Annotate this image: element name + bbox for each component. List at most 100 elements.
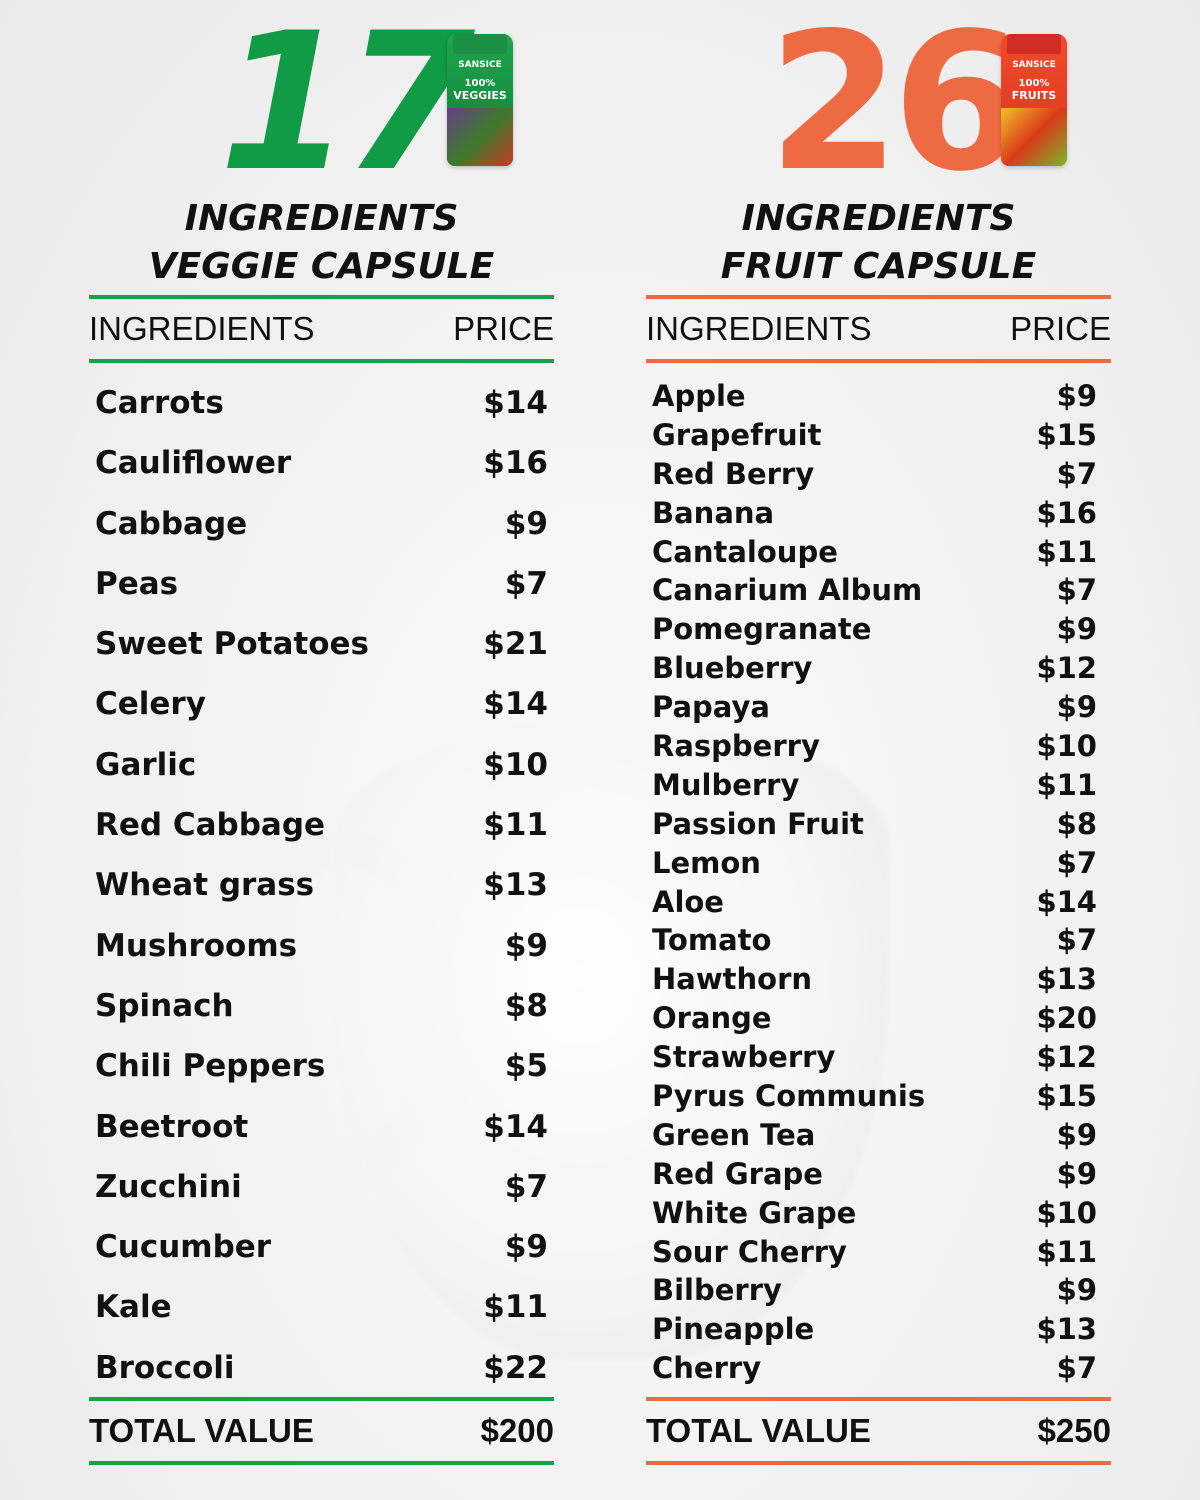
ingredient-price: $12 <box>1036 1040 1097 1075</box>
ingredient-price: $13 <box>1036 962 1097 997</box>
ingredient-price: $9 <box>504 927 548 964</box>
ingredient-row: Mulberry $11 <box>652 766 1105 805</box>
fruit-total-row: TOTAL VALUE $250 <box>646 1401 1111 1461</box>
ingredient-name: White Grape <box>652 1195 857 1230</box>
ingredient-price: $7 <box>1056 1351 1097 1386</box>
ingredient-price: $7 <box>504 1168 548 1205</box>
veggie-title-line2: VEGGIE CAPSULE <box>148 246 495 287</box>
ingredient-row: Passion Fruit $8 <box>652 805 1105 844</box>
ingredient-name: Zucchini <box>95 1168 242 1205</box>
ingredient-row: Red Berry $7 <box>652 455 1105 494</box>
ingredient-name: Blueberry <box>652 651 813 686</box>
ingredient-price: $21 <box>483 626 548 663</box>
ingredient-row: Canarium Album $7 <box>652 571 1105 610</box>
fruit-title-line2: FRUIT CAPSULE <box>720 246 1037 287</box>
ingredient-row: Garlic $10 <box>95 735 548 795</box>
ingredient-name: Cucumber <box>95 1229 272 1266</box>
total-label: TOTAL VALUE <box>646 1412 871 1449</box>
veggie-count: 17 <box>219 0 475 213</box>
bottle-artwork <box>447 108 513 166</box>
ingredient-name: Tomato <box>652 923 772 958</box>
bottle-percent: 100% <box>1018 78 1050 89</box>
veggie-ingredient-list: Carrots $14 Cauliflower $16 Cabbage $9 Peas $7 S… <box>89 363 554 1397</box>
ingredient-name: Pomegranate <box>652 612 872 647</box>
divider <box>89 1461 554 1465</box>
bottle-kind: VEGGIES <box>453 89 507 102</box>
fruit-column: 26 SANSICE 100% FRUITS INGREDIENTS FRUIT… <box>646 0 1111 1465</box>
ingredient-row: Papaya $9 <box>652 688 1105 727</box>
divider <box>89 1397 554 1401</box>
ingredient-price: $10 <box>1036 1195 1097 1230</box>
ingredient-row: Cantaloupe $11 <box>652 533 1105 572</box>
ingredient-price: $22 <box>483 1349 548 1386</box>
ingredient-price: $14 <box>1036 884 1097 919</box>
ingredient-row: Orange $20 <box>652 999 1105 1038</box>
ingredient-row: Pyrus Communis $15 <box>652 1077 1105 1116</box>
ingredient-price: $9 <box>1056 690 1097 725</box>
ingredient-price: $7 <box>1056 923 1097 958</box>
ingredient-name: Kale <box>95 1289 172 1326</box>
ingredient-row: Banana $16 <box>652 494 1105 533</box>
ingredient-name: Passion Fruit <box>652 806 864 841</box>
divider <box>646 1397 1111 1401</box>
divider <box>89 359 554 363</box>
ingredient-row: Celery $14 <box>95 674 548 734</box>
total-value: $200 <box>480 1412 554 1449</box>
ingredient-row: Peas $7 <box>95 554 548 614</box>
ingredient-price: $9 <box>1056 1117 1097 1152</box>
ingredient-price: $11 <box>1036 1234 1097 1269</box>
fruit-title-line1: INGREDIENTS <box>741 198 1016 239</box>
ingredient-row: Red Cabbage $11 <box>95 795 548 855</box>
ingredient-price: $11 <box>483 1289 548 1326</box>
bottle-brand: SANSICE <box>458 60 502 70</box>
ingredient-price: $12 <box>1036 651 1097 686</box>
ingredient-name: Carrots <box>95 385 224 421</box>
header-ingredients: INGREDIENTS <box>646 310 872 347</box>
ingredient-row: Carrots $14 <box>95 373 548 433</box>
ingredient-row: Raspberry $10 <box>652 727 1105 766</box>
ingredient-row: Beetroot $14 <box>95 1097 548 1157</box>
ingredient-row: Green Tea $9 <box>652 1116 1105 1155</box>
ingredient-name: Red Grape <box>652 1156 823 1191</box>
header-price: PRICE <box>1010 310 1111 347</box>
ingredient-row: Bilberry $9 <box>652 1271 1105 1310</box>
bottle-artwork <box>1001 108 1067 166</box>
total-value: $250 <box>1037 1412 1111 1449</box>
ingredient-price: $5 <box>504 1048 548 1085</box>
ingredient-price: $9 <box>504 1229 548 1266</box>
ingredient-price: $11 <box>483 807 548 844</box>
ingredient-price: $9 <box>504 505 548 542</box>
ingredient-price: $7 <box>1056 456 1097 491</box>
ingredient-row: Zucchini $7 <box>95 1157 548 1217</box>
total-label: TOTAL VALUE <box>89 1412 314 1449</box>
ingredient-price: $13 <box>483 867 548 904</box>
fruit-bottle-image: SANSICE 100% FRUITS <box>1001 34 1067 166</box>
fruit-ingredient-list: Apple $9 Grapefruit $15 Red Berry $7 Banana $16… <box>646 363 1111 1397</box>
veggie-title: INGREDIENTS VEGGIE CAPSULE <box>89 195 554 295</box>
ingredient-name: Banana <box>652 495 775 530</box>
ingredient-price: $16 <box>483 445 548 482</box>
divider <box>646 359 1111 363</box>
bottle-cap <box>1007 34 1061 54</box>
veggie-total-row: TOTAL VALUE $200 <box>89 1401 554 1461</box>
ingredient-name: Grapefruit <box>652 417 822 452</box>
ingredient-price: $14 <box>483 1108 548 1145</box>
ingredient-row: Strawberry $12 <box>652 1038 1105 1077</box>
ingredient-row: Cucumber $9 <box>95 1217 548 1277</box>
ingredient-name: Strawberry <box>652 1040 836 1075</box>
divider <box>646 1461 1111 1465</box>
ingredient-row: Hawthorn $13 <box>652 960 1105 999</box>
veggie-hero: 17 SANSICE 100% VEGGIES <box>89 0 554 198</box>
ingredient-name: Spinach <box>95 987 234 1024</box>
ingredient-row: Red Grape $9 <box>652 1155 1105 1194</box>
ingredient-price: $16 <box>1036 495 1097 530</box>
ingredient-name: Pineapple <box>652 1312 815 1347</box>
ingredient-row: Cherry $7 <box>652 1349 1105 1388</box>
ingredient-name: Wheat grass <box>95 867 315 904</box>
ingredient-price: $9 <box>1056 1273 1097 1308</box>
ingredient-name: Canarium Album <box>652 573 923 608</box>
ingredient-price: $10 <box>1036 729 1097 764</box>
ingredient-price: $15 <box>1036 1079 1097 1114</box>
ingredient-price: $11 <box>1036 767 1097 802</box>
ingredient-price: $7 <box>504 565 548 602</box>
